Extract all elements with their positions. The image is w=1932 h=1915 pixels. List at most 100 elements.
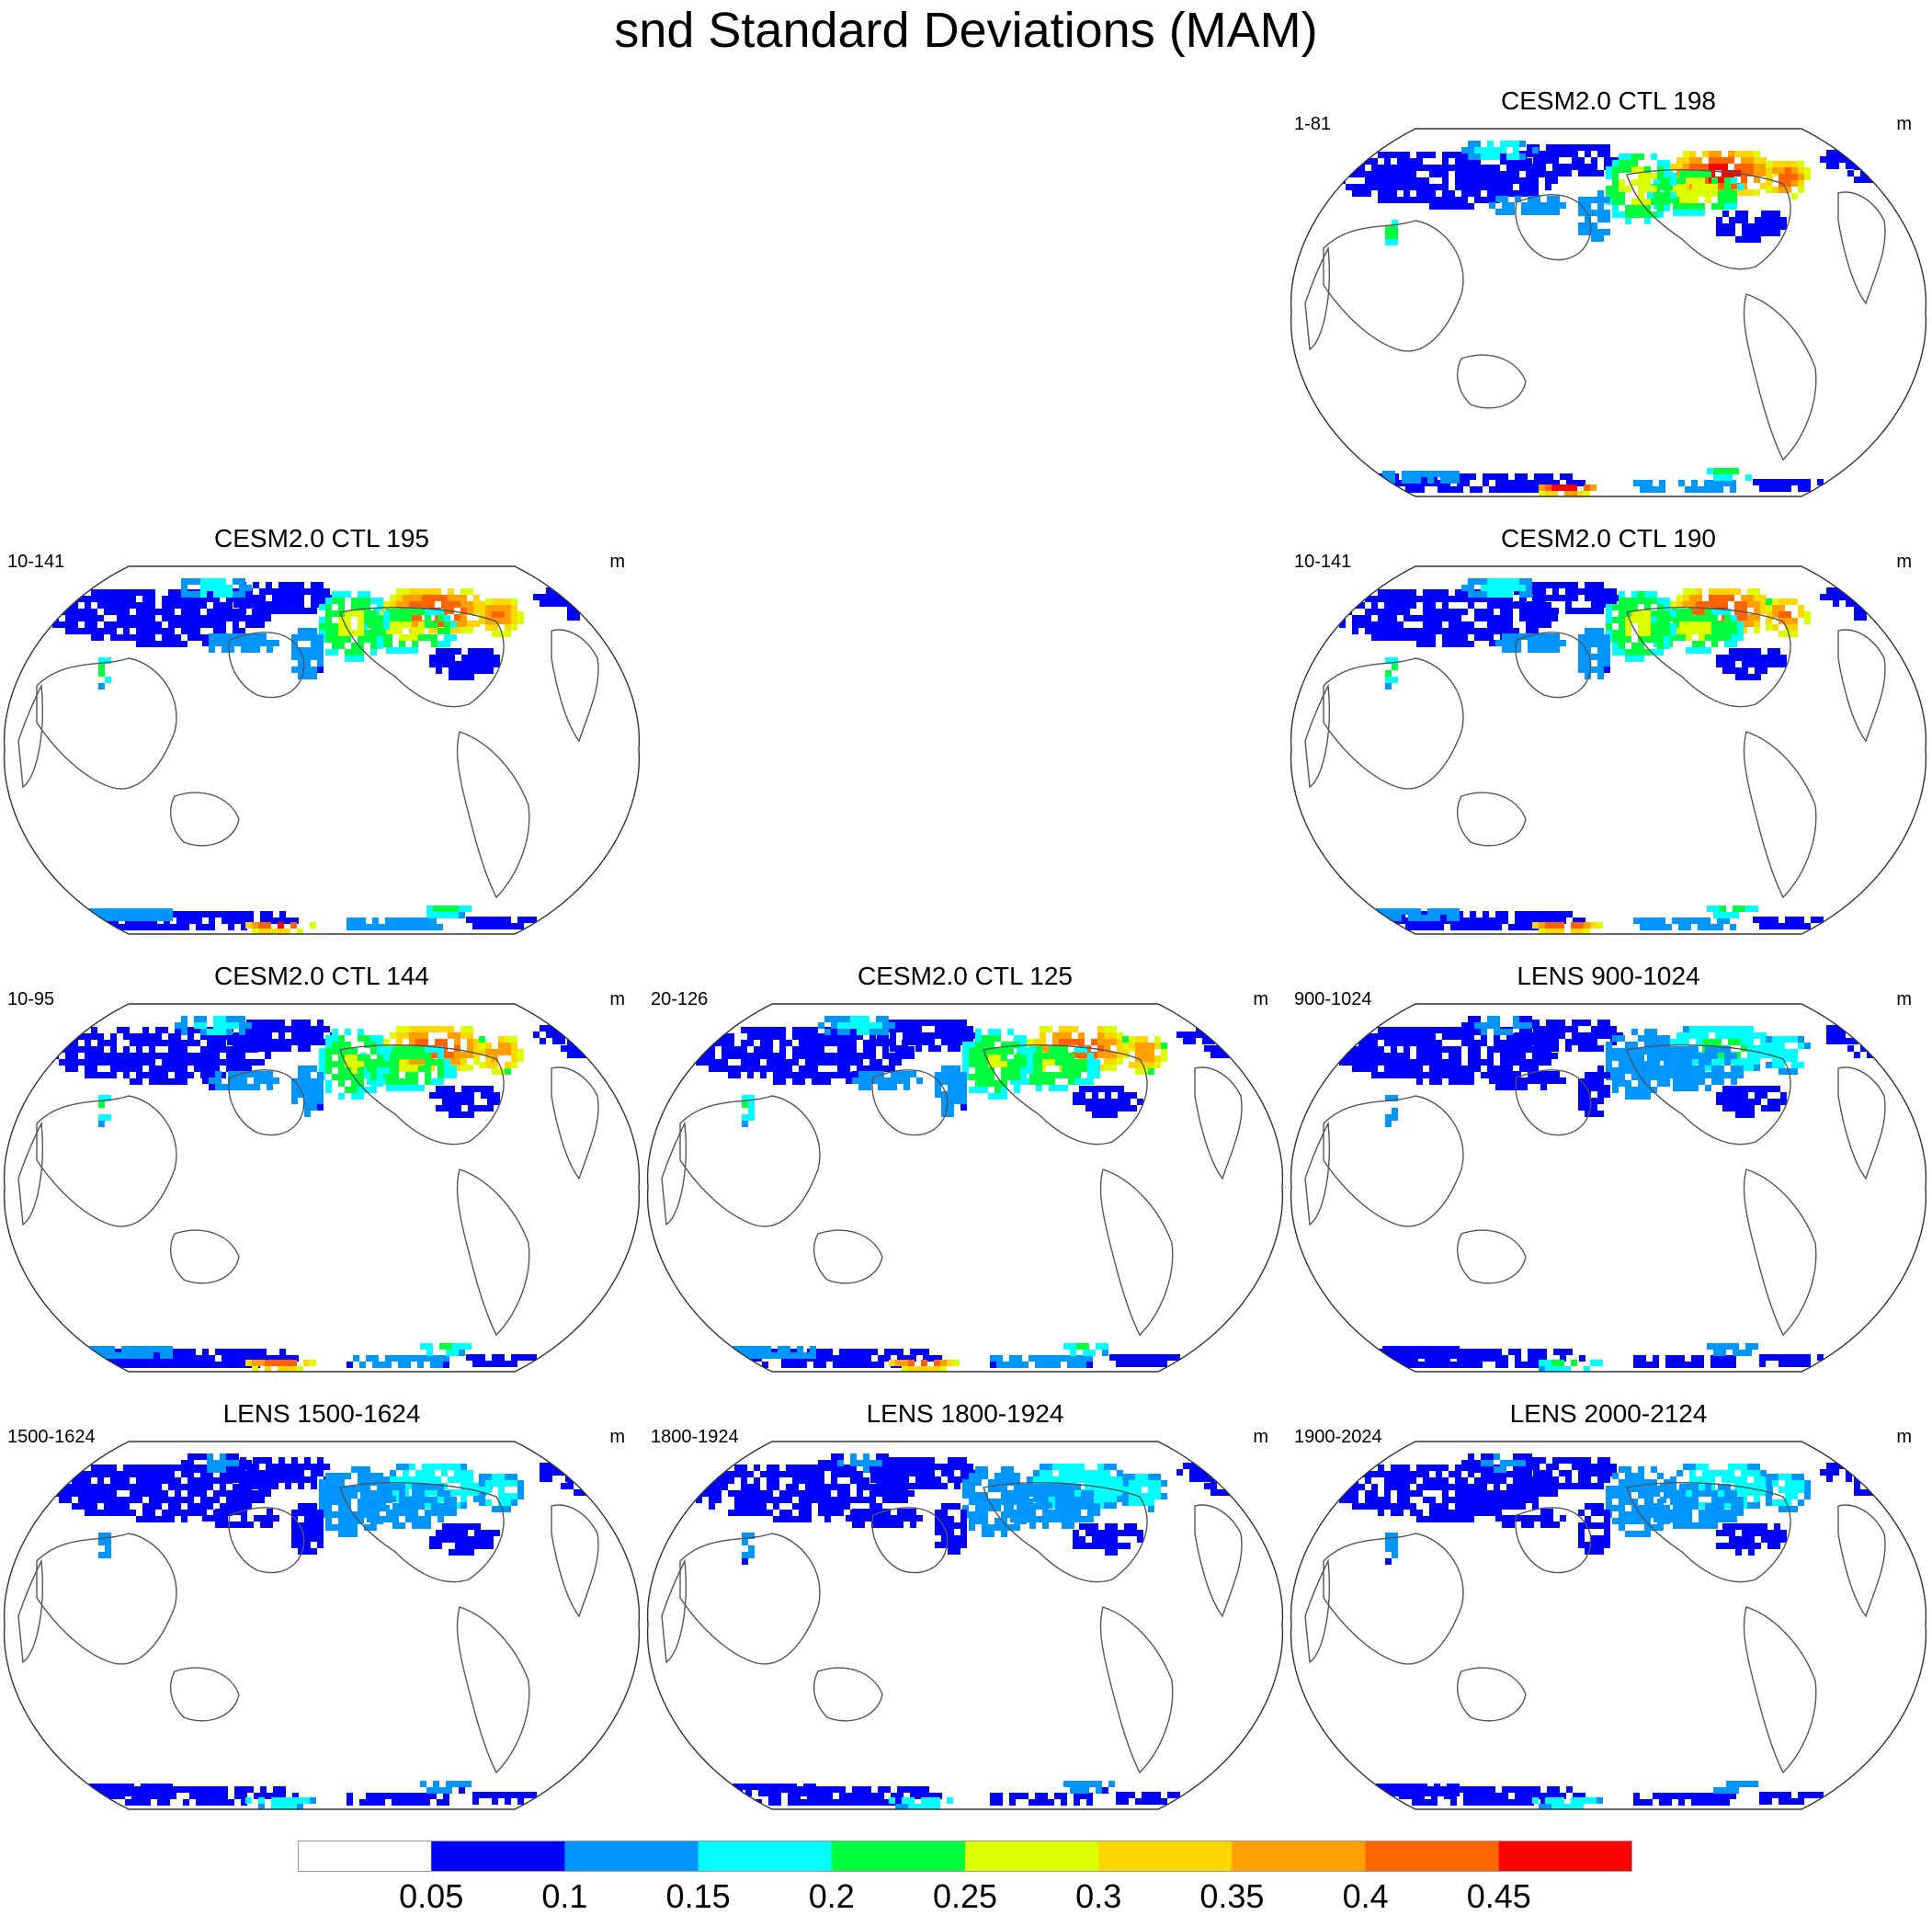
snow-cell (449, 661, 455, 667)
snow-cell (136, 1059, 142, 1066)
snow-cell (442, 648, 449, 655)
snow-cell (1704, 918, 1710, 924)
snow-cell (1886, 164, 1892, 170)
snow-cell (1506, 1040, 1513, 1046)
snow-cell (228, 1084, 234, 1090)
snow-cell (1737, 621, 1744, 628)
snow-cell (1772, 1062, 1779, 1068)
snow-cell (175, 1027, 181, 1033)
snow-cell (1774, 648, 1780, 655)
snow-cell (498, 923, 505, 929)
snow-cell (364, 617, 370, 623)
snow-cell (1481, 1072, 1487, 1078)
snow-cell (459, 912, 465, 918)
snow-cell (1526, 190, 1532, 197)
snow-cell (181, 1053, 188, 1059)
snow-cell (1724, 634, 1731, 641)
snow-cell (181, 596, 188, 602)
snow-cell (1772, 598, 1779, 605)
snow-cell (1798, 923, 1804, 929)
snow-cell (742, 1114, 748, 1121)
snow-cell (1644, 218, 1651, 224)
snow-cell (415, 1026, 422, 1032)
snow-cell (215, 1362, 222, 1368)
snow-cell (468, 1092, 474, 1099)
snow-cell (1612, 199, 1619, 205)
snow-cell (1720, 468, 1726, 474)
snow-cell (144, 924, 151, 930)
snow-cell (260, 633, 267, 640)
snow-cell (1631, 649, 1638, 655)
snow-cell (559, 1025, 565, 1032)
snow-cell (773, 1053, 779, 1059)
snow-cell (741, 1059, 747, 1066)
snow-cell (1779, 1068, 1785, 1075)
snow-cell (1513, 171, 1519, 177)
snow-cell (1072, 1026, 1078, 1032)
snow-cell (1559, 170, 1565, 177)
coastline (871, 1069, 949, 1136)
snow-cell (285, 582, 291, 588)
snow-cell (459, 1343, 465, 1350)
snow-cell (1654, 641, 1660, 647)
snow-cell (1404, 1059, 1410, 1066)
snow-cell (279, 1349, 286, 1355)
snow-cell (1502, 1077, 1508, 1084)
snow-cell (1442, 641, 1449, 647)
snow-cell (358, 1061, 364, 1067)
snow-cell (399, 1046, 405, 1053)
snow-cell (1739, 906, 1745, 912)
snow-cell (1389, 908, 1395, 915)
snow-cell (805, 1059, 812, 1066)
snow-cell (1767, 1086, 1774, 1092)
snow-cell (1747, 614, 1754, 621)
snow-cell (567, 1045, 574, 1052)
snow-cell (745, 1346, 752, 1352)
snow-cell (1534, 473, 1540, 480)
snow-cell (176, 918, 183, 924)
snow-cell (1129, 1062, 1135, 1068)
snow-cell (1256, 1045, 1262, 1052)
snow-cell (1468, 203, 1474, 210)
snow-cell (1741, 189, 1747, 196)
snow-cell (468, 1111, 474, 1118)
snow-cell (1722, 211, 1729, 217)
snow-cell (272, 1039, 278, 1045)
snow-cell (1610, 1026, 1617, 1032)
snow-cell (1710, 486, 1717, 493)
snow-cell (1699, 634, 1705, 641)
snow-cell (359, 924, 366, 930)
snow-cell (745, 1352, 752, 1359)
snow-cell (372, 1362, 379, 1368)
snow-cell (1154, 1361, 1161, 1367)
snow-cell (1001, 1061, 1007, 1067)
snow-cell (1079, 1086, 1085, 1092)
snow-cell (1578, 1020, 1585, 1026)
snow-cell (1747, 588, 1754, 595)
snow-cell (1715, 1026, 1722, 1032)
snow-cell (1384, 152, 1391, 158)
snow-cell (1709, 151, 1715, 157)
snow-cell (460, 614, 467, 621)
snow-cell (839, 1362, 846, 1368)
snow-cell (1070, 1350, 1076, 1356)
snow-cell (1755, 236, 1761, 243)
snow-cell (200, 1029, 207, 1035)
snow-cell (1540, 1032, 1546, 1039)
snow-cell (403, 1058, 409, 1065)
snow-cell (1729, 217, 1735, 223)
snow-cell (1102, 1343, 1108, 1350)
snow-cell (1597, 1085, 1604, 1091)
snow-cell (975, 1035, 982, 1042)
snow-cell (1358, 621, 1365, 628)
snow-cell (996, 1355, 1003, 1362)
snow-cell (1625, 205, 1631, 211)
snow-cell (858, 1071, 865, 1077)
snow-cell (338, 1080, 345, 1087)
snow-cell (1597, 582, 1604, 588)
snow-cell (826, 1355, 833, 1362)
snow-cell (1545, 615, 1551, 621)
snow-cell (332, 1061, 338, 1067)
snow-cell (1410, 158, 1416, 165)
snow-cell (1533, 595, 1540, 601)
